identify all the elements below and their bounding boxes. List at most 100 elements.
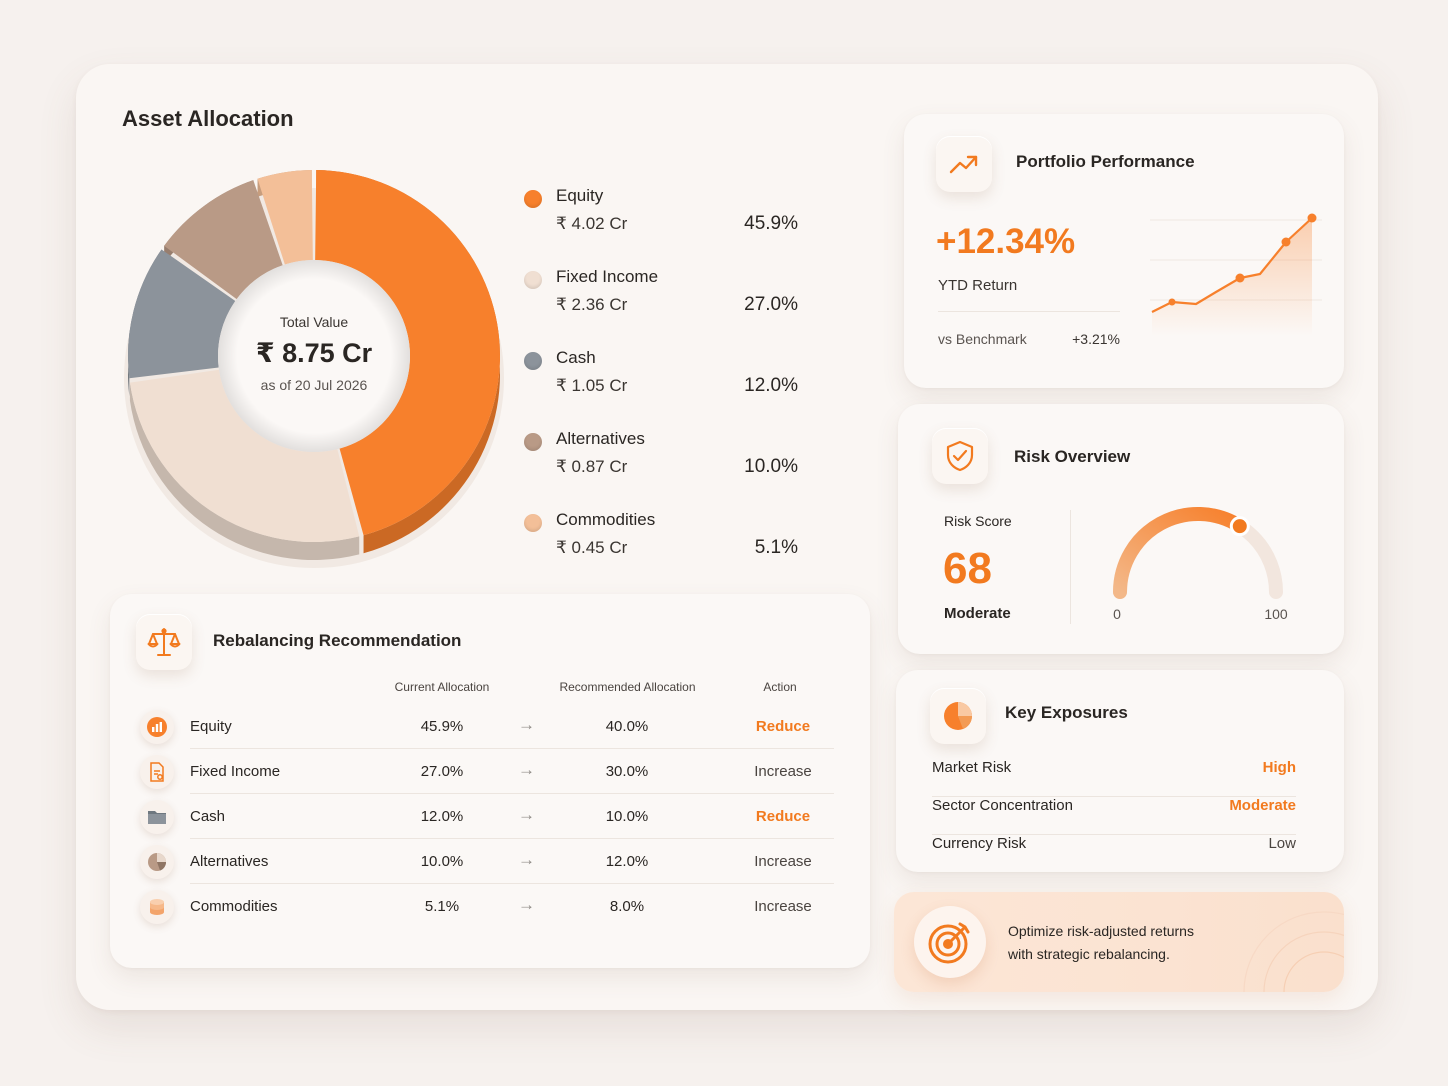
table-row-cash: Cash 12.0% → 10.0% Reduce [136, 794, 834, 839]
legend-dot [524, 271, 542, 289]
coins-icon [140, 890, 174, 924]
total-value: ₹ 8.75 Cr [255, 338, 373, 368]
legend-item-fixed-income: Fixed Income ₹ 2.36 Cr 27.0% [524, 267, 824, 327]
banner-line-2: with strategic rebalancing. [1008, 946, 1170, 962]
asset-name: Equity [190, 718, 232, 735]
legend-item-equity: Equity ₹ 4.02 Cr 45.9% [524, 186, 824, 246]
recommended-allocation: 12.0% [605, 853, 649, 870]
pie-chart-icon [140, 845, 174, 879]
banner-line-1: Optimize risk-adjusted returns [1008, 923, 1194, 939]
rebalancing-title: Rebalancing Recommendation [213, 631, 462, 650]
legend-percent: 27.0% [744, 294, 798, 315]
current-allocation: 12.0% [420, 808, 464, 825]
gauge-knob [1229, 516, 1250, 537]
legend-name: Cash [556, 348, 596, 367]
banner-decoration [1243, 911, 1344, 992]
bar-chart-icon [140, 710, 174, 744]
target-icon [914, 906, 986, 978]
table-row-commodities: Commodities 5.1% → 8.0% Increase [136, 884, 834, 929]
legend-item-commodities: Commodities ₹ 0.45 Cr 5.1% [524, 510, 824, 570]
gauge-max-label: 100 [1264, 606, 1288, 622]
legend-name: Commodities [556, 510, 656, 529]
donut-slice-alternatives[interactable] [164, 180, 283, 300]
performance-divider [938, 311, 1120, 312]
shield-check-icon [932, 428, 988, 484]
rebalancing-panel [110, 594, 870, 968]
donut-slice-commodities[interactable] [257, 170, 313, 265]
recommended-allocation: 10.0% [605, 808, 649, 825]
exposure-row-currency-risk: Currency Risk Low [932, 835, 1296, 873]
donut-slice-depth [129, 382, 360, 560]
risk-score-label: Risk Score [944, 513, 1012, 529]
legend-value: ₹ 4.02 Cr [556, 214, 628, 233]
risk-score-value: 68 [943, 544, 992, 593]
row-divider [190, 748, 834, 749]
balance-scale-icon [136, 614, 192, 670]
arrow-right-icon: → [518, 805, 535, 824]
arrow-right-icon: → [518, 895, 535, 914]
legend-percent: 12.0% [744, 375, 798, 396]
donut-slice-cash[interactable] [128, 249, 236, 379]
asset-allocation-title: Asset Allocation [122, 106, 294, 131]
legend-value: ₹ 1.05 Cr [556, 376, 628, 395]
exposures-title: Key Exposures [1005, 703, 1128, 722]
col-action: Action [763, 680, 797, 694]
exposure-value: High [1262, 759, 1296, 776]
exposure-label: Currency Risk [932, 835, 1027, 852]
table-row-fixed-income: Fixed Income 27.0% → 30.0% Increase [136, 749, 834, 794]
document-icon [140, 755, 174, 789]
legend-item-alternatives: Alternatives ₹ 0.87 Cr 10.0% [524, 429, 824, 489]
asset-name: Commodities [190, 898, 278, 915]
current-allocation: 5.1% [424, 898, 460, 915]
arrow-right-icon: → [518, 715, 535, 734]
pie-chart-icon [930, 688, 986, 744]
row-divider [190, 883, 834, 884]
table-row-alternatives: Alternatives 10.0% → 12.0% Increase [136, 839, 834, 884]
performance-sparkline [1150, 213, 1322, 336]
legend-name: Equity [556, 186, 604, 205]
risk-level: Moderate [944, 605, 1011, 622]
col-current-allocation: Current Allocation [394, 680, 490, 694]
recommended-allocation: 8.0% [609, 898, 645, 915]
exposure-label: Sector Concentration [932, 797, 1073, 814]
donut-slice-equity[interactable] [315, 170, 501, 536]
action-reduce[interactable]: Reduce [755, 718, 811, 735]
exposure-value: Low [1268, 835, 1296, 852]
exposure-label: Market Risk [932, 759, 1012, 776]
table-row-equity: Equity 45.9% → 40.0% Reduce [136, 704, 834, 749]
exposure-divider [932, 834, 1296, 835]
current-allocation: 10.0% [420, 853, 464, 870]
exposure-row-sector-concentration: Sector Concentration Moderate [932, 797, 1296, 835]
ytd-return-label: YTD Return [938, 277, 1018, 294]
benchmark-label: vs Benchmark [938, 331, 1027, 347]
recommended-allocation: 30.0% [605, 763, 649, 780]
legend-percent: 5.1% [754, 537, 798, 558]
legend-dot [524, 433, 542, 451]
arrow-right-icon: → [518, 850, 535, 869]
asset-name: Fixed Income [190, 763, 281, 780]
row-divider [190, 793, 834, 794]
legend-name: Alternatives [556, 429, 645, 448]
legend-dot [524, 352, 542, 370]
exposure-value: Moderate [1229, 797, 1296, 814]
asset-name: Cash [190, 808, 226, 825]
action-increase[interactable]: Increase [754, 853, 812, 870]
performance-title: Portfolio Performance [1016, 152, 1195, 171]
legend-percent: 45.9% [744, 213, 798, 234]
risk-gauge [1113, 507, 1283, 599]
legend-dot [524, 514, 542, 532]
action-increase[interactable]: Increase [754, 763, 812, 780]
row-divider [190, 838, 834, 839]
legend-value: ₹ 2.36 Cr [556, 295, 628, 314]
action-increase[interactable]: Increase [754, 898, 812, 915]
folder-icon [140, 800, 174, 834]
legend-dot [524, 190, 542, 208]
action-reduce[interactable]: Reduce [755, 808, 811, 825]
donut-center-label: Total Value [279, 314, 349, 330]
legend-value: ₹ 0.45 Cr [556, 538, 628, 557]
legend-value: ₹ 0.87 Cr [556, 457, 628, 476]
arrow-right-icon: → [518, 760, 535, 779]
donut-slice-fixed-income[interactable] [129, 369, 360, 542]
as-of-date: as of 20 Jul 2026 [260, 377, 368, 393]
current-allocation: 27.0% [420, 763, 464, 780]
